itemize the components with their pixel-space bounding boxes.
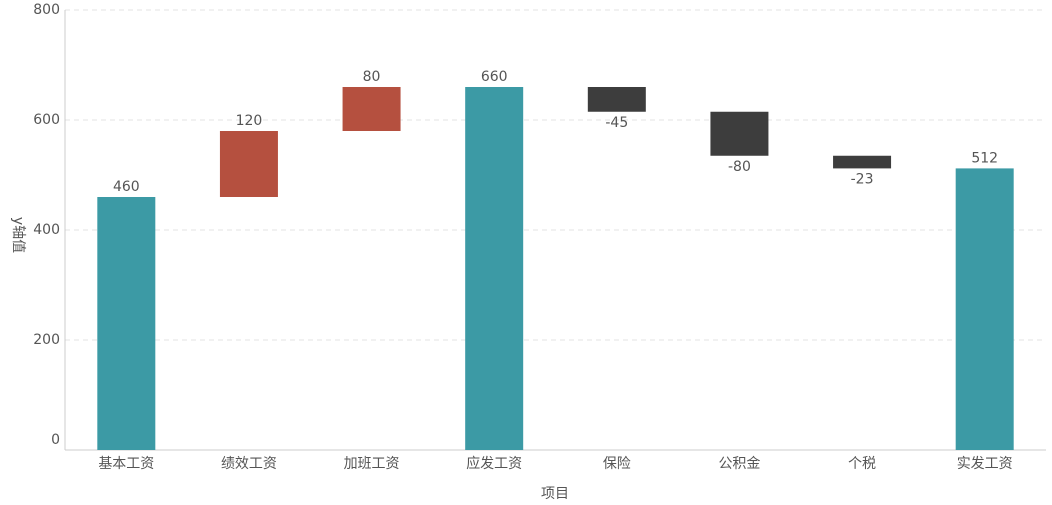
bar <box>710 111 769 156</box>
x-tick-label: 实发工资 <box>957 456 1013 472</box>
x-tick-label: 绩效工资 <box>221 456 277 472</box>
value-label: -23 <box>851 171 874 187</box>
bar <box>465 87 524 450</box>
bar <box>587 87 646 112</box>
x-tick-label: 应发工资 <box>466 455 522 472</box>
value-label: 660 <box>481 69 508 85</box>
value-label: -80 <box>728 159 751 175</box>
value-label: 120 <box>236 113 263 129</box>
value-label: -45 <box>605 115 628 131</box>
y-axis-label: y轴值 <box>10 217 26 253</box>
bar <box>219 131 278 197</box>
x-tick-label: 加班工资 <box>344 456 400 472</box>
y-tick-label: 200 <box>33 332 60 348</box>
bar <box>955 168 1014 450</box>
x-tick-label: 保险 <box>603 456 631 472</box>
x-tick-label: 公积金 <box>718 456 760 472</box>
y-tick-label: 600 <box>33 112 60 128</box>
y-tick-label: 800 <box>33 2 60 18</box>
bar <box>342 87 401 131</box>
x-tick-label: 基本工资 <box>98 455 154 472</box>
value-label: 512 <box>971 150 998 166</box>
bar <box>833 155 892 169</box>
value-label: 80 <box>363 69 381 85</box>
x-axis-label: 项目 <box>541 486 569 502</box>
y-tick-label: 0 <box>51 432 60 448</box>
y-tick-label: 400 <box>33 222 60 238</box>
x-tick-label: 个税 <box>848 456 876 472</box>
value-label: 460 <box>113 179 140 195</box>
bar <box>97 197 156 450</box>
